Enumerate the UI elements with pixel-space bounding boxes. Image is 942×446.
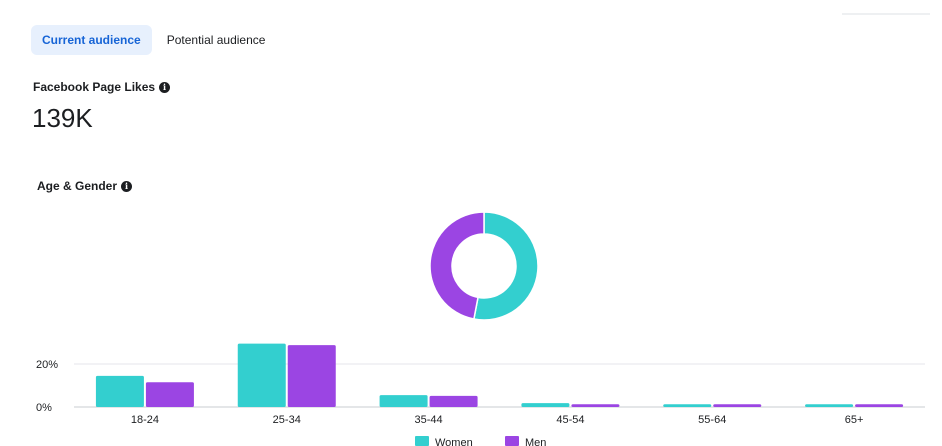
x-tick-label: 45-54 [556,414,584,426]
x-tick-label: 35-44 [415,414,443,426]
page-likes-title: Facebook Page Likes i [33,80,171,94]
y-tick-label: 0% [36,402,52,414]
x-tick-label: 25-34 [273,414,301,426]
audience-tabs: Current audience Potential audience [31,25,276,55]
age-gender-title: Age & Gender i [37,179,133,193]
legend-swatch-men [505,436,519,446]
x-tick-label: 65+ [845,414,864,426]
x-tick-label: 55-64 [698,414,726,426]
bar-men-25-34 [287,345,336,407]
donut-slice-men [429,211,485,320]
bar-men-55-64 [713,404,762,407]
age-gender-chart: 0% 20% 18-24 25-34 35-44 45-54 55-64 65+ Women Me… [36,211,925,446]
bar-men-18-24 [145,382,194,407]
donut-slice-women [473,211,539,321]
bar-women-35-44 [379,395,428,407]
bar-women-65+ [805,404,854,407]
top-divider [842,13,930,15]
bar-women-45-54 [521,403,570,407]
y-tick-label: 20% [36,359,58,371]
legend-swatch-women [415,436,429,446]
page-likes-value: 139K [32,103,93,133]
age-gender-label: Age & Gender [37,179,118,193]
bar-women-55-64 [663,404,712,407]
page-likes-label: Facebook Page Likes [33,80,156,94]
info-icon[interactable]: i [159,81,171,93]
bar-women-18-24 [95,375,144,407]
bar-men-35-44 [429,395,478,407]
legend-label-men: Men [525,437,546,446]
bar-men-65+ [855,404,904,407]
bar-men-45-54 [571,404,620,407]
x-tick-label: 18-24 [131,414,159,426]
tab-current-audience[interactable]: Current audience [31,25,152,55]
info-icon[interactable]: i [121,180,133,192]
legend-label-women: Women [435,437,473,446]
bar-women-25-34 [237,343,286,407]
tab-potential-audience[interactable]: Potential audience [166,33,266,47]
